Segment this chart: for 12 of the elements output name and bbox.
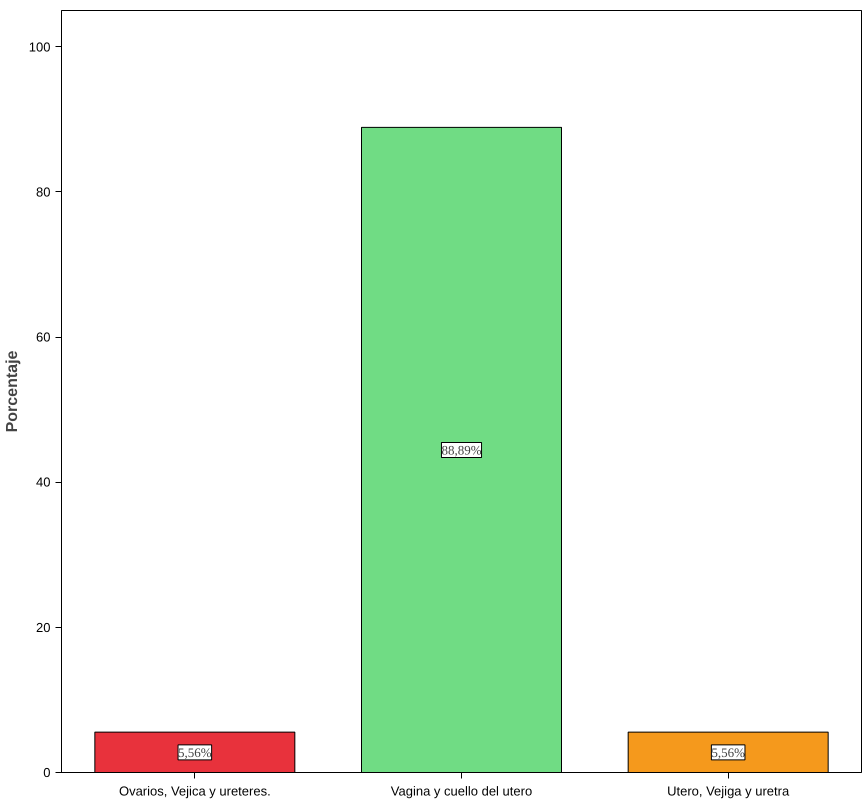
y-tick-label: 20 (36, 620, 51, 635)
x-tick-label: Vagina y cuello del utero (390, 784, 532, 798)
y-tick-label: 60 (36, 330, 51, 345)
y-tick-label: 80 (36, 184, 51, 200)
data-label: 5,56% (711, 744, 746, 760)
y-axis-title: Porcentaje (4, 350, 21, 432)
x-tick-label: Ovarios, Vejica y ureteres. (118, 784, 271, 798)
x-tick-label: Utero, Vejiga y uretra (667, 784, 790, 798)
y-tick-label: 100 (28, 39, 51, 54)
y-tick-label: 0 (43, 765, 51, 780)
y-tick-label: 40 (36, 474, 51, 490)
data-label: 5,56% (178, 744, 212, 760)
